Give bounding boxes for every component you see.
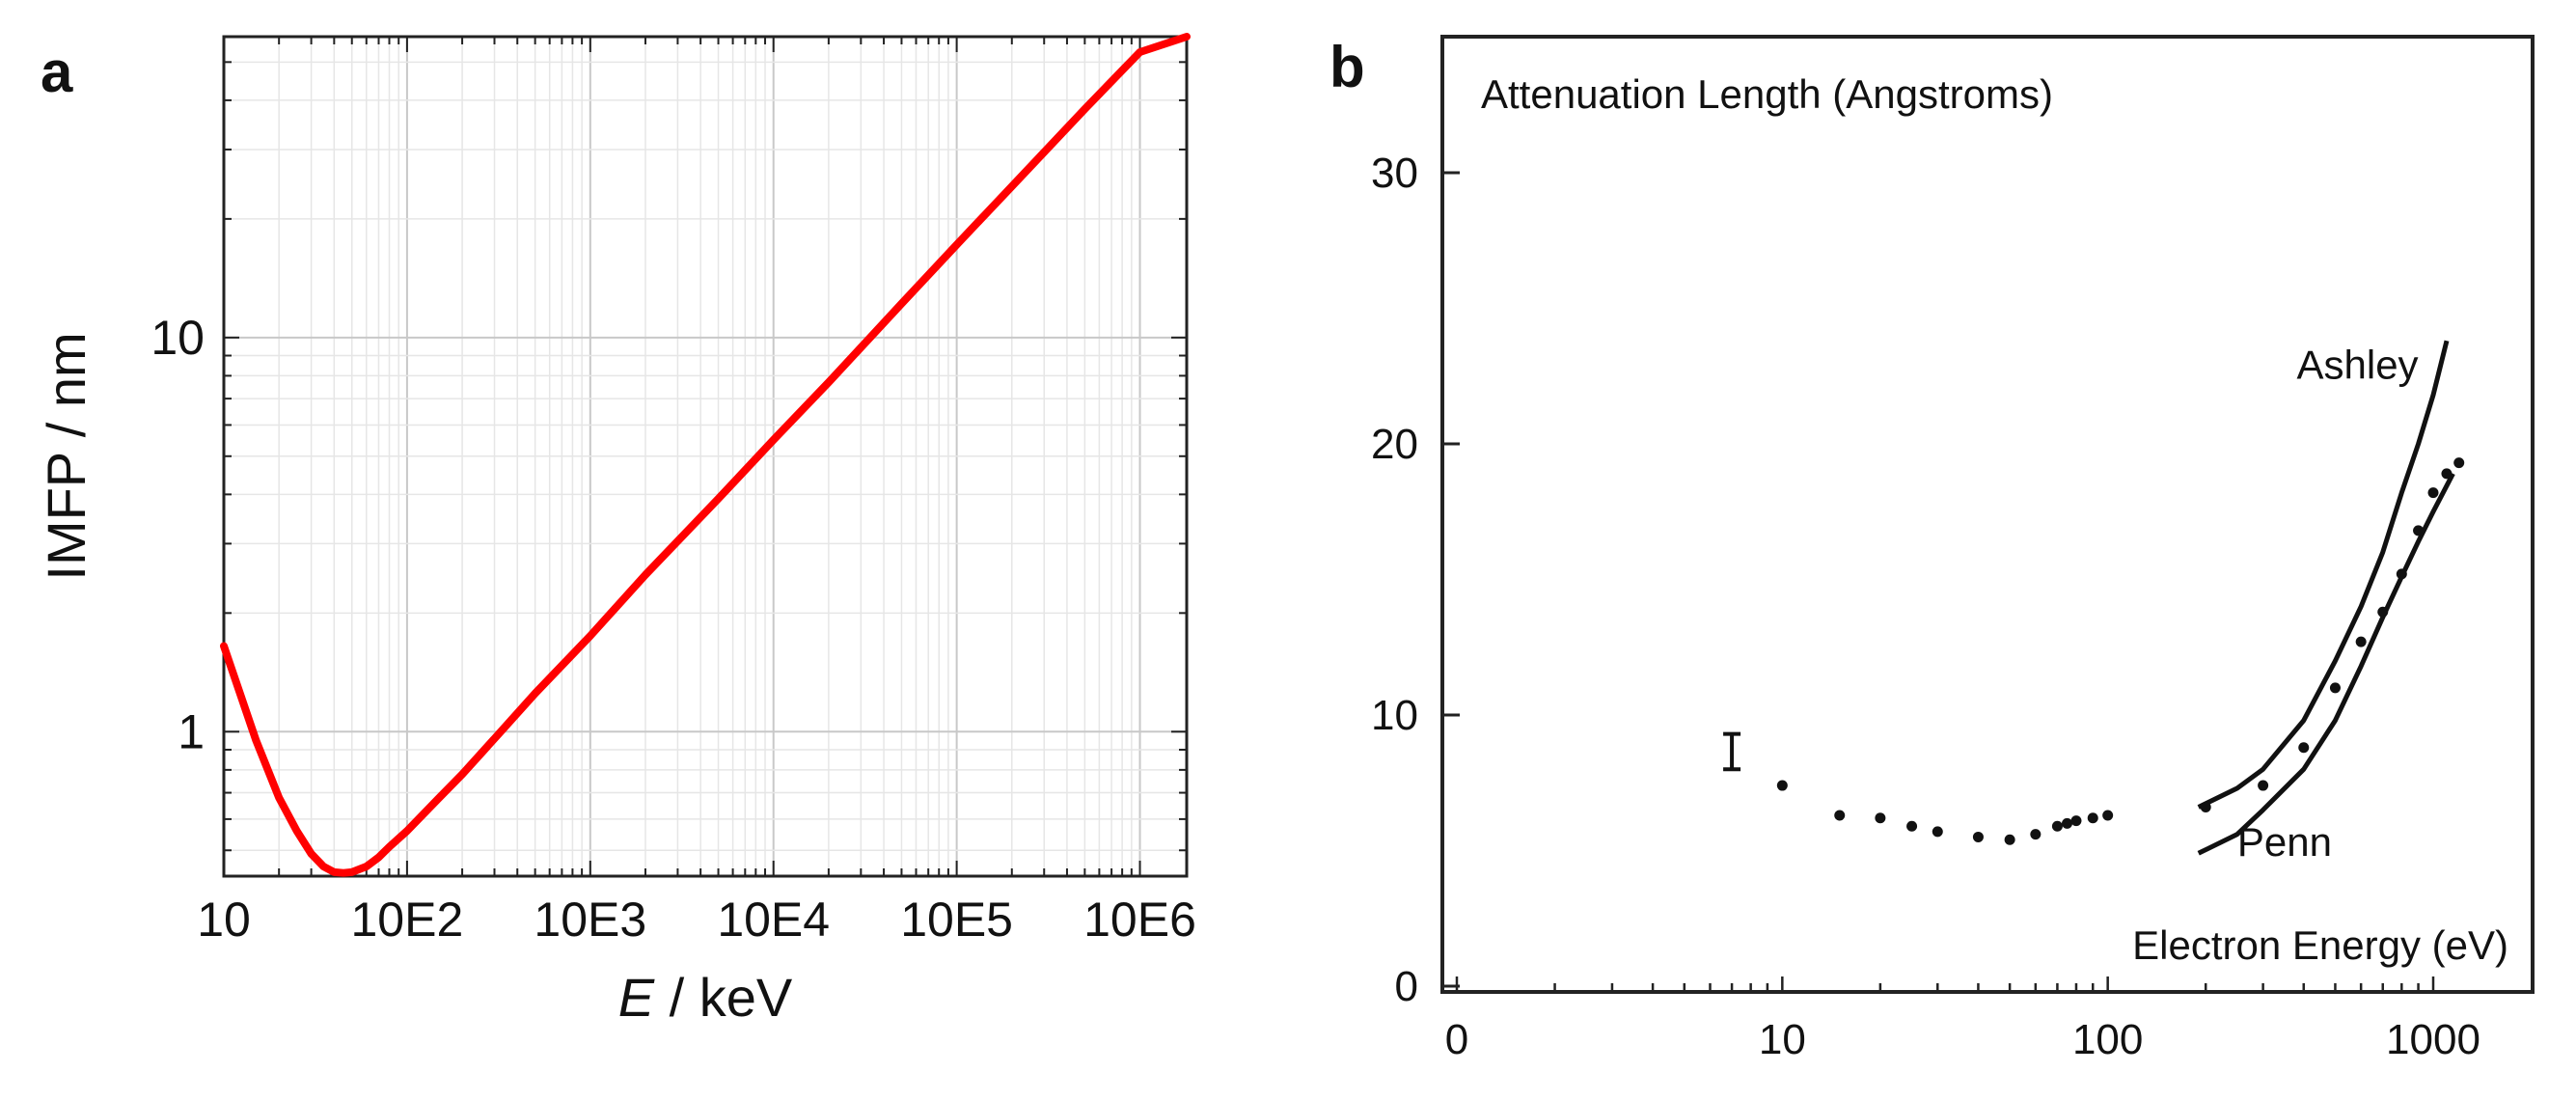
panel-a-y-axis-title: IMFP / nm bbox=[36, 332, 96, 580]
data-point bbox=[2087, 812, 2098, 824]
x-tick-label: 0 bbox=[1445, 1016, 1468, 1063]
data-point bbox=[2329, 682, 2341, 694]
data-point bbox=[2062, 817, 2073, 829]
curve-label-penn: Penn bbox=[2237, 819, 2332, 865]
x-tick-label: 10 bbox=[197, 893, 251, 947]
panel-a-label: a bbox=[41, 40, 73, 104]
data-point bbox=[1834, 810, 1846, 821]
data-point bbox=[2413, 525, 2425, 536]
data-point bbox=[2004, 834, 2015, 845]
imfp-curve bbox=[220, 33, 1191, 877]
data-point bbox=[2200, 802, 2211, 813]
data-point bbox=[2396, 568, 2407, 580]
x-tick-label: 10E6 bbox=[1083, 893, 1196, 947]
data-point bbox=[1875, 812, 1886, 824]
panel-b-frame bbox=[1440, 35, 2535, 994]
data-point bbox=[2355, 636, 2367, 647]
panel-b-x-axis-title: Electron Energy (eV) bbox=[2132, 922, 2508, 968]
panel-b-label: b bbox=[1329, 35, 1365, 99]
data-point bbox=[2051, 820, 2063, 832]
data-point bbox=[1972, 831, 1984, 842]
y-tick-label: 1 bbox=[178, 704, 205, 758]
panel-b: b Attenuation Length (Angstroms) Electro… bbox=[1329, 35, 2535, 1063]
panel-a: a 10 10E2 10E3 10E4 10E5 10E6 1 10 E / keV IMFP… bbox=[36, 33, 1196, 1028]
panel-b-ticks: 0 10 20 30 0 10 100 1000 bbox=[1371, 150, 2480, 1063]
panel-a-x-axis-title: E / keV bbox=[618, 967, 793, 1028]
panel-a-series bbox=[220, 33, 1191, 877]
data-point bbox=[2298, 742, 2310, 754]
data-point bbox=[1906, 820, 1918, 832]
panel-a-ticks: 10 10E2 10E3 10E4 10E5 10E6 1 10 bbox=[151, 37, 1196, 947]
y-tick-label: 10 bbox=[1371, 692, 1418, 739]
data-point bbox=[2377, 606, 2389, 618]
panel-a-x-axis-title-unit: / keV bbox=[654, 967, 793, 1028]
x-tick-label: 1000 bbox=[2386, 1016, 2480, 1063]
x-tick-label: 100 bbox=[2072, 1016, 2143, 1063]
x-tick-label: 10E3 bbox=[534, 893, 646, 947]
curve-ashley bbox=[2197, 340, 2450, 810]
x-tick-label: 10E5 bbox=[900, 893, 1013, 947]
data-point bbox=[2453, 457, 2465, 469]
data-point bbox=[1776, 780, 1788, 791]
y-tick-label: 0 bbox=[1395, 963, 1418, 1010]
y-tick-label: 20 bbox=[1371, 421, 1418, 468]
panel-b-points bbox=[1723, 457, 2465, 845]
panel-b-series-lines: Ashley Penn bbox=[2197, 340, 2455, 865]
data-point bbox=[2258, 780, 2269, 791]
x-tick-label: 10 bbox=[1759, 1016, 1806, 1063]
data-point bbox=[1932, 826, 1943, 838]
data-point bbox=[2441, 468, 2453, 480]
panel-a-x-axis-title-italic: E bbox=[618, 967, 655, 1028]
panel-a-grid bbox=[223, 37, 1187, 876]
panel-b-title: Attenuation Length (Angstroms) bbox=[1481, 71, 2053, 117]
y-tick-label: 30 bbox=[1371, 150, 1418, 197]
x-tick-label: 10E4 bbox=[717, 893, 830, 947]
data-point bbox=[2102, 810, 2114, 821]
y-tick-label: 10 bbox=[151, 311, 205, 365]
x-tick-label: 10E2 bbox=[351, 893, 464, 947]
data-point bbox=[2427, 487, 2439, 499]
curve-label-ashley: Ashley bbox=[2297, 343, 2419, 388]
data-point bbox=[2030, 829, 2042, 840]
data-point bbox=[2070, 815, 2082, 827]
